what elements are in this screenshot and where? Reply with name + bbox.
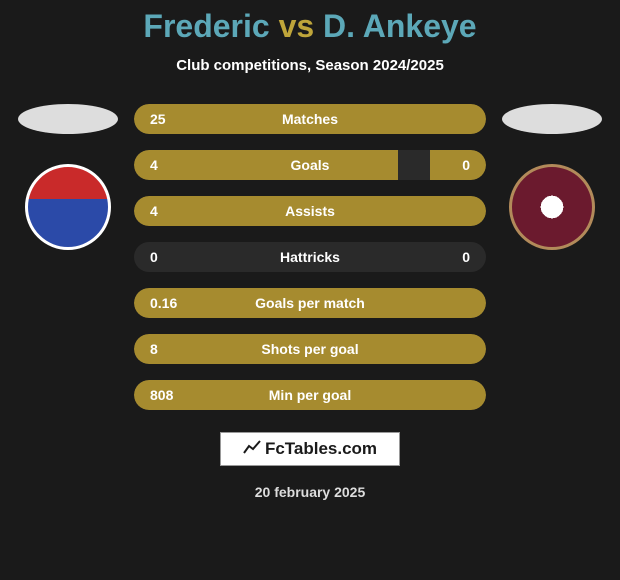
stat-value-left: 25 [134, 111, 194, 127]
stat-label: Hattricks [194, 249, 426, 265]
stat-value-left: 0.16 [134, 295, 194, 311]
stat-row: 4Assists [134, 196, 486, 226]
stat-value-left: 4 [134, 203, 194, 219]
stat-row: 25Matches [134, 104, 486, 134]
team2-crest [509, 164, 595, 250]
stat-label: Min per goal [194, 387, 426, 403]
player2-name: D. Ankeye [323, 8, 477, 44]
date-text: 20 february 2025 [0, 484, 620, 500]
stat-label: Goals per match [194, 295, 426, 311]
left-side [18, 104, 118, 250]
stat-value-left: 808 [134, 387, 194, 403]
stat-value-right: 0 [426, 249, 486, 265]
main-content: 25Matches4Goals04Assists0Hattricks00.16G… [0, 104, 620, 410]
stat-row: 0.16Goals per match [134, 288, 486, 318]
player2-photo-placeholder [502, 104, 602, 134]
subtitle: Club competitions, Season 2024/2025 [0, 57, 620, 74]
stat-row: 8Shots per goal [134, 334, 486, 364]
stat-value-right: 0 [426, 157, 486, 173]
branding-icon [243, 439, 261, 459]
stat-label: Assists [194, 203, 426, 219]
stat-value-left: 4 [134, 157, 194, 173]
stat-row: 4Goals0 [134, 150, 486, 180]
stat-row: 808Min per goal [134, 380, 486, 410]
stat-value-left: 8 [134, 341, 194, 357]
player1-name: Frederic [143, 8, 269, 44]
right-side [502, 104, 602, 250]
branding-text: FcTables.com [265, 439, 377, 459]
stats-bars: 25Matches4Goals04Assists0Hattricks00.16G… [134, 104, 486, 410]
stat-label: Matches [194, 111, 426, 127]
stat-label: Shots per goal [194, 341, 426, 357]
team1-crest [25, 164, 111, 250]
stat-row: 0Hattricks0 [134, 242, 486, 272]
stat-value-left: 0 [134, 249, 194, 265]
stat-label: Goals [194, 157, 426, 173]
vs-text: vs [279, 8, 315, 44]
page-title: Frederic vs D. Ankeye [0, 8, 620, 45]
player1-photo-placeholder [18, 104, 118, 134]
branding-link[interactable]: FcTables.com [220, 432, 400, 466]
comparison-widget: Frederic vs D. Ankeye Club competitions,… [0, 0, 620, 580]
